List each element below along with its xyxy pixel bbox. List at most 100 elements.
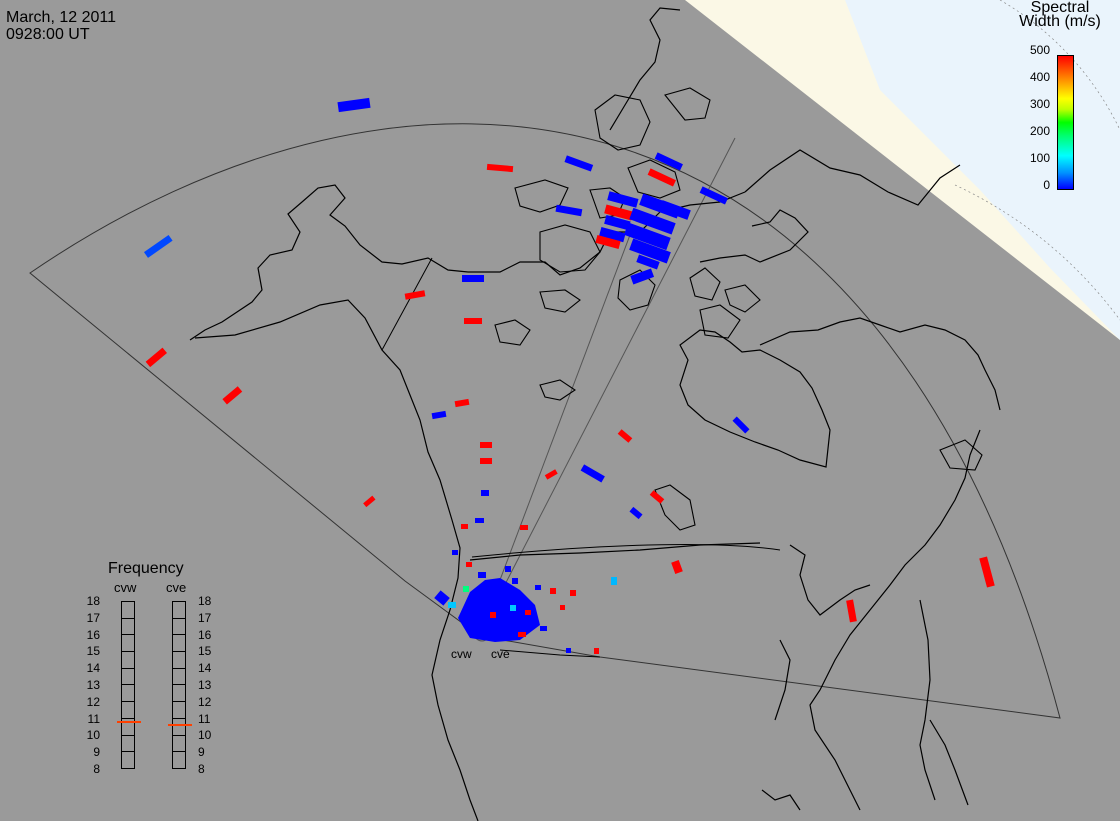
polar-region xyxy=(845,0,1120,340)
frequency-title: Frequency xyxy=(108,560,184,577)
echo-cell xyxy=(454,398,470,408)
frequency-cell xyxy=(173,736,185,753)
colorbar-label: 500 xyxy=(1029,43,1050,57)
frequency-tick-label: 8 xyxy=(93,762,100,776)
frequency-tick-label: 10 xyxy=(198,728,212,743)
frequency-indicator-cve xyxy=(168,724,192,727)
echo-cell xyxy=(520,525,528,530)
echo-cell xyxy=(607,191,639,208)
echo-cell xyxy=(486,163,514,173)
frequency-tick-label: 8 xyxy=(198,762,205,776)
frequency-cell xyxy=(122,752,134,769)
echo-cell xyxy=(490,612,496,618)
frequency-radar-label: cvw xyxy=(114,580,137,595)
echo-cell xyxy=(463,586,469,592)
echo-cell xyxy=(535,585,541,590)
echo-cell xyxy=(461,524,468,529)
echo-cell xyxy=(555,204,583,217)
colorbar-gradient xyxy=(1057,55,1074,190)
echo-cell xyxy=(604,215,631,231)
frequency-scale-cve xyxy=(172,601,186,769)
echo-cell xyxy=(560,605,565,610)
field-of-view xyxy=(29,123,1061,719)
colorbar-label: 300 xyxy=(1029,97,1050,111)
echo-cell xyxy=(604,204,634,221)
echo-cell xyxy=(599,227,626,243)
frequency-cell xyxy=(122,635,134,653)
echo-cell xyxy=(617,429,633,443)
radar-label-cve: cve xyxy=(491,647,510,661)
frequency-cell xyxy=(122,685,134,703)
echo-cell xyxy=(222,386,243,405)
frequency-tick-label: 16 xyxy=(198,627,212,642)
frequency-cell xyxy=(122,702,134,719)
echo-cell xyxy=(630,268,655,285)
latitude-circle xyxy=(954,184,1120,321)
frequency-cell xyxy=(122,736,134,753)
echo-cell xyxy=(580,464,605,483)
frequency-tick-label: 12 xyxy=(198,694,212,709)
echo-cell xyxy=(659,200,691,220)
echo-cell xyxy=(448,602,456,608)
frequency-tick-label: 14 xyxy=(86,661,100,676)
frequency-cell xyxy=(122,719,134,736)
echo-cell xyxy=(337,97,371,113)
colorbar-label: 200 xyxy=(1029,124,1050,138)
beam-line xyxy=(479,137,736,634)
frequency-tick-label: 12 xyxy=(86,694,100,709)
frequency-scale-cvw xyxy=(121,601,135,769)
frequency-tick-label: 13 xyxy=(198,678,212,692)
echo-cell xyxy=(518,632,526,637)
frequency-cell xyxy=(173,719,185,736)
echo-cell xyxy=(404,290,426,300)
echo-cell xyxy=(464,318,482,324)
political-borders xyxy=(381,257,781,658)
frequency-cell xyxy=(122,652,134,669)
echo-cell xyxy=(550,588,556,594)
frequency-tick-label: 14 xyxy=(198,661,212,676)
echo-cell xyxy=(540,626,547,631)
frequency-cell xyxy=(122,619,134,636)
frequency-indicator-cvw xyxy=(117,720,141,723)
frequency-cell xyxy=(122,669,134,686)
frequency-tick-label: 17 xyxy=(198,610,212,625)
echo-cell xyxy=(636,254,660,270)
near-range-echoes xyxy=(458,578,540,642)
map-time: 0928:00 UT xyxy=(6,26,90,43)
echo-cell xyxy=(595,235,621,249)
colorbar-label: 0 xyxy=(1043,178,1050,192)
colorbar-unit: Width (m/s) xyxy=(1019,13,1101,30)
echo-cell xyxy=(732,416,750,434)
echo-cell xyxy=(699,186,728,205)
echo-cell xyxy=(481,490,489,496)
radar-label-cvw: cvw xyxy=(451,647,472,661)
echo-cell xyxy=(510,605,516,611)
echo-cell xyxy=(629,207,676,235)
echo-cell xyxy=(846,599,857,623)
echo-cell xyxy=(623,222,671,251)
frequency-radar-label: cve xyxy=(166,580,187,595)
echo-cell xyxy=(544,469,558,480)
echo-cell xyxy=(452,550,458,555)
frequency-tick-label: 15 xyxy=(198,644,212,659)
frequency-cell xyxy=(173,752,185,769)
frequency-tick-label: 11 xyxy=(198,711,211,726)
echo-cell xyxy=(143,234,173,258)
frequency-cell xyxy=(122,602,134,619)
frequency-tick-label: 11 xyxy=(87,711,100,726)
echo-cell xyxy=(671,559,683,575)
coastlines xyxy=(189,7,1001,821)
echo-cell xyxy=(475,518,484,523)
echo-cell xyxy=(594,648,599,654)
echo-cell xyxy=(434,590,450,606)
arctic-islands xyxy=(494,87,983,531)
frequency-tick-label: 16 xyxy=(86,627,100,642)
echo-cell xyxy=(564,155,594,172)
frequency-tick-label: 15 xyxy=(86,644,100,659)
echo-cell xyxy=(611,577,617,585)
frequency-cell xyxy=(173,635,185,653)
frequency-tick-label: 18 xyxy=(86,594,100,608)
frequency-tick-label: 18 xyxy=(198,594,212,608)
frequency-tick-label: 9 xyxy=(93,745,100,760)
